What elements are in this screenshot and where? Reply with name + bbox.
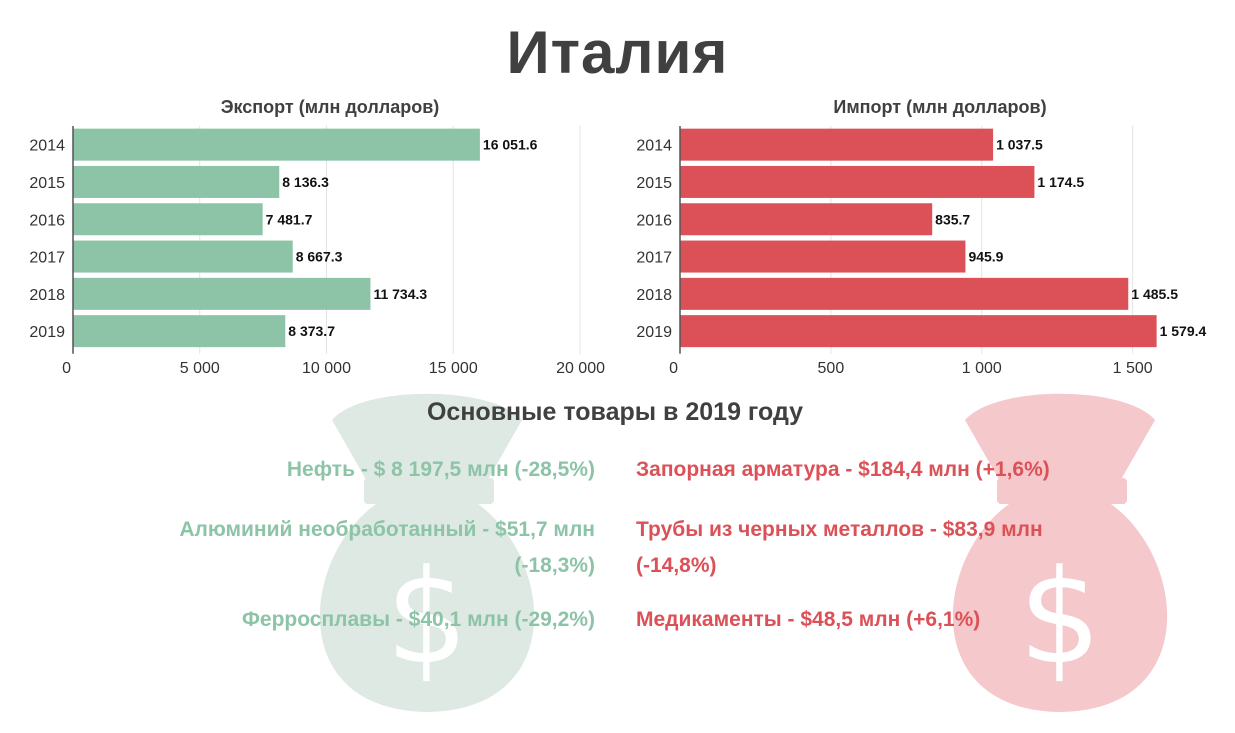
export-category-label: 2014 — [29, 138, 65, 155]
export-value-label: 8 136.3 — [282, 174, 329, 190]
import-goods-3: Медикаменты - $48,5 млн (+6,1%) — [636, 608, 981, 631]
money-bag-icon: $ — [319, 393, 535, 712]
import-bar — [680, 203, 933, 236]
import-bar — [680, 128, 994, 161]
import-bar — [680, 240, 966, 273]
import-tick-label: 0 — [669, 360, 678, 377]
import-bar — [680, 315, 1157, 348]
import-category-label: 2016 — [636, 212, 672, 229]
export-category-label: 2018 — [29, 287, 65, 304]
import-tick-label: 500 — [818, 360, 845, 377]
export-value-label: 11 734.3 — [373, 286, 427, 302]
import-category-label: 2015 — [636, 175, 672, 192]
export-category-label: 2019 — [29, 324, 65, 341]
import-chart-title: Импорт (млн долларов) — [833, 97, 1047, 117]
export-tick-label: 10 000 — [302, 360, 351, 377]
export-goods-3: Ферросплавы - $40,1 млн (-29,2%) — [241, 608, 595, 631]
import-value-label: 945.9 — [968, 249, 1003, 265]
import-tick-label: 1 500 — [1113, 360, 1153, 377]
export-bar — [73, 165, 280, 198]
export-category-label: 2015 — [29, 175, 65, 192]
export-bar — [73, 240, 293, 273]
import-bar — [680, 277, 1129, 310]
export-goods-1: Нефть - $ 8 197,5 млн (-28,5%) — [286, 458, 595, 481]
export-tick-label: 5 000 — [180, 360, 220, 377]
export-chart: 16 051.6 2014 8 136.3 2015 7 481.7 2016 8 667.… — [29, 126, 605, 377]
export-bar — [73, 315, 286, 348]
import-tick-label: 1 000 — [962, 360, 1002, 377]
import-value-label: 835.7 — [935, 211, 970, 227]
export-chart-title: Экспорт (млн долларов) — [220, 97, 440, 117]
export-goods-2: Алюминий необработанный - $51,7 млн (-18… — [179, 518, 595, 577]
export-bar — [73, 128, 480, 161]
import-value-label: 1 579.4 — [1160, 323, 1207, 339]
page-title: Италия — [506, 19, 729, 86]
import-value-label: 1 485.5 — [1131, 286, 1178, 302]
import-chart: 1 037.5 2014 1 174.5 2015 835.7 2016 945.9 2017… — [636, 126, 1207, 377]
svg-text:$: $ — [386, 541, 469, 693]
import-goods-2: Трубы из черных металлов - $83,9 млн (-1… — [636, 518, 1043, 577]
import-category-label: 2014 — [636, 138, 672, 155]
import-category-label: 2017 — [636, 250, 672, 267]
export-value-label: 7 481.7 — [266, 211, 313, 227]
export-value-label: 8 667.3 — [296, 249, 343, 265]
export-category-label: 2017 — [29, 250, 65, 267]
export-tick-label: 0 — [62, 360, 71, 377]
export-category-label: 2016 — [29, 212, 65, 229]
export-value-label: 16 051.6 — [483, 137, 538, 153]
export-value-label: 8 373.7 — [288, 323, 335, 339]
export-bar — [73, 277, 371, 310]
money-bag-icon: $ — [952, 393, 1168, 712]
import-bar — [680, 165, 1035, 198]
import-category-label: 2019 — [636, 324, 672, 341]
import-goods-1: Запорная арматура - $184,4 млн (+1,6%) — [636, 458, 1050, 481]
export-bar — [73, 203, 263, 236]
export-tick-label: 20 000 — [556, 360, 605, 377]
section-title: Основные товары в 2019 году — [426, 398, 804, 426]
svg-text:$: $ — [1019, 541, 1102, 693]
export-tick-label: 15 000 — [429, 360, 478, 377]
import-value-label: 1 037.5 — [996, 137, 1043, 153]
import-category-label: 2018 — [636, 287, 672, 304]
import-value-label: 1 174.5 — [1037, 174, 1084, 190]
